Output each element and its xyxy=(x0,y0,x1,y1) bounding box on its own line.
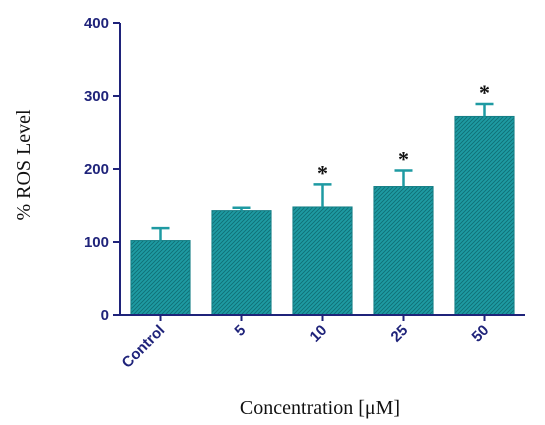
y-tick-label: 400 xyxy=(84,15,109,32)
y-tick-label: 0 xyxy=(101,307,109,324)
y-axis-label: % ROS Level xyxy=(13,109,35,221)
x-tick-label: Control xyxy=(119,322,169,372)
bar xyxy=(373,186,434,316)
significance-marker: * xyxy=(479,80,490,105)
x-tick-label: 25 xyxy=(388,322,412,346)
bars-layer: * * * xyxy=(130,80,515,316)
x-tick-label: 5 xyxy=(231,322,249,340)
y-tick-label: 200 xyxy=(84,161,109,178)
bar xyxy=(454,115,515,316)
bar xyxy=(130,240,191,316)
x-tick-label: 10 xyxy=(307,322,331,346)
bar xyxy=(211,210,272,316)
bar xyxy=(292,206,353,316)
x-axis-label: Concentration [μM] xyxy=(240,397,400,419)
significance-marker: * xyxy=(317,160,328,185)
significance-marker: * xyxy=(398,146,409,171)
y-tick-label: 300 xyxy=(84,88,109,105)
y-tick-label: 100 xyxy=(84,234,109,251)
x-tick-label: 50 xyxy=(469,322,493,346)
